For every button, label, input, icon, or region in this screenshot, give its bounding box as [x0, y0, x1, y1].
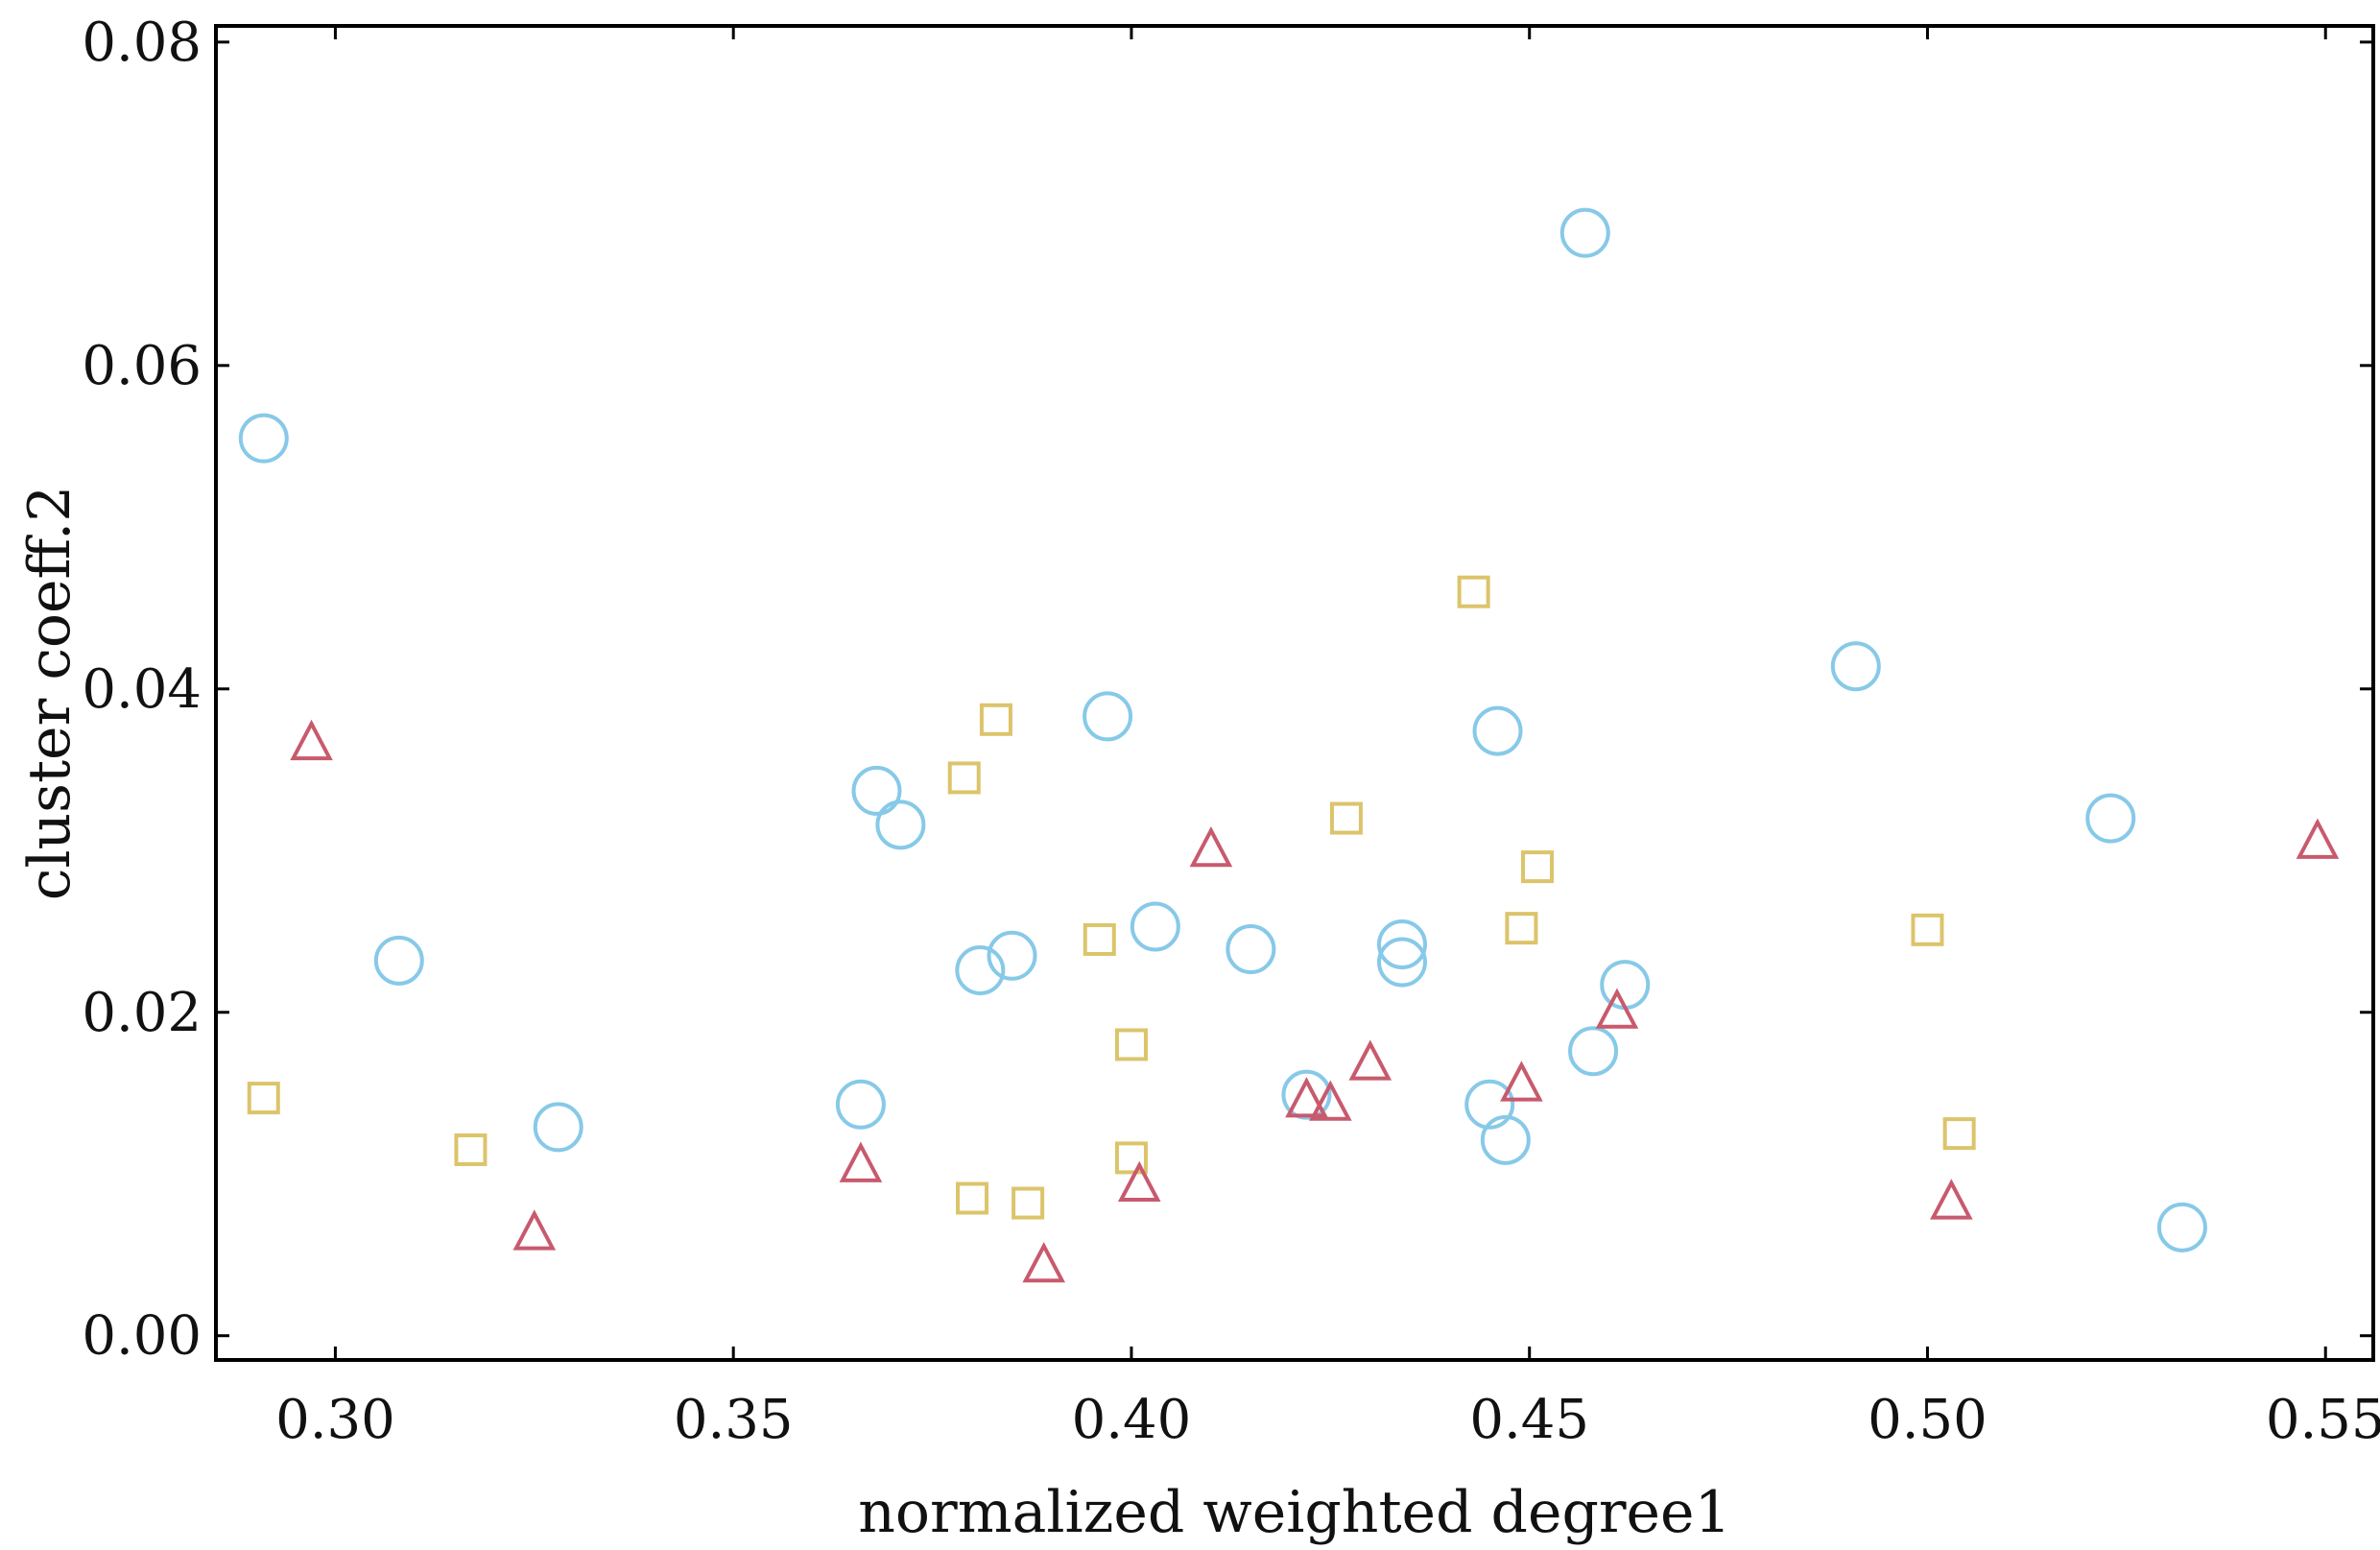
circle-point	[1376, 937, 1427, 988]
circle-point	[373, 935, 424, 986]
circle-point	[2085, 793, 2136, 844]
y-axis: 0.00 0.02 0.04 0.06 0.08	[82, 12, 2373, 1368]
square-point	[947, 761, 981, 795]
triangle-point	[1930, 1179, 1973, 1220]
data-points	[238, 207, 2340, 1283]
circle-point	[1130, 901, 1180, 952]
circle-point	[835, 1079, 886, 1130]
triangle-point	[512, 1209, 557, 1251]
x-axis: 0.30 0.35 0.40 0.45 0.50 0.55	[275, 26, 2380, 1451]
square-point	[1114, 1141, 1148, 1175]
y-tick-label: 0.06	[82, 335, 202, 397]
circle-point	[875, 799, 926, 850]
circle-point	[1472, 705, 1523, 756]
square-point	[1942, 1117, 1976, 1151]
circle-point	[1083, 691, 1133, 742]
y-tick-label: 0.02	[82, 982, 202, 1044]
x-tick-label: 0.30	[275, 1389, 395, 1451]
triangle-point	[1348, 1039, 1392, 1081]
y-tick-label: 0.00	[82, 1305, 202, 1368]
circle-point	[1281, 1069, 1332, 1120]
circle-point	[238, 413, 289, 464]
triangle-point	[1309, 1080, 1352, 1121]
circle-point	[1559, 207, 1610, 258]
circle-point	[1830, 641, 1881, 692]
square-point	[1911, 913, 1944, 946]
y-tick-label: 0.04	[82, 658, 202, 721]
circle-point	[955, 944, 1006, 995]
triangle-point	[1500, 1061, 1543, 1102]
triangle-point	[1595, 988, 1639, 1029]
x-axis-title: normalized weighted degree1	[858, 1479, 1731, 1546]
square-point	[1521, 850, 1555, 884]
x-tick-label: 0.50	[1868, 1389, 1987, 1451]
circle-point	[533, 1102, 583, 1153]
square-point	[1012, 1186, 1045, 1220]
x-tick-label: 0.45	[1469, 1389, 1589, 1451]
y-axis-title: cluster coeff.2	[16, 486, 83, 901]
circle-point	[1568, 1026, 1619, 1077]
square-point	[1457, 575, 1490, 608]
circle-point	[987, 930, 1037, 981]
square-point	[1505, 912, 1538, 945]
triangle-point	[1285, 1077, 1328, 1118]
circle-point	[1226, 924, 1276, 975]
plot-frame	[214, 24, 2375, 1362]
circle-point	[851, 765, 902, 816]
circle-point	[1464, 1079, 1515, 1130]
circle-point	[2156, 1202, 2207, 1252]
circle-point	[1480, 1114, 1531, 1165]
triangle-point	[1189, 825, 1233, 868]
square-point	[247, 1082, 280, 1115]
triangle-point	[1022, 1241, 1066, 1283]
circle-point	[1376, 918, 1427, 969]
y-tick-label: 0.08	[82, 12, 202, 74]
square-point	[979, 703, 1012, 736]
triangle-point	[2296, 818, 2340, 859]
square-point	[1083, 922, 1116, 956]
triangle-point	[290, 719, 333, 761]
x-tick-label: 0.35	[674, 1389, 794, 1451]
square-point	[956, 1181, 989, 1215]
triangle-point	[1117, 1160, 1161, 1203]
circle-point	[1600, 960, 1651, 1011]
x-tick-label: 0.40	[1072, 1389, 1192, 1451]
square-point	[454, 1133, 488, 1166]
square-point	[1114, 1028, 1148, 1061]
triangle-point	[839, 1141, 883, 1182]
square-point	[1329, 801, 1363, 835]
x-tick-label: 0.55	[2266, 1389, 2380, 1451]
